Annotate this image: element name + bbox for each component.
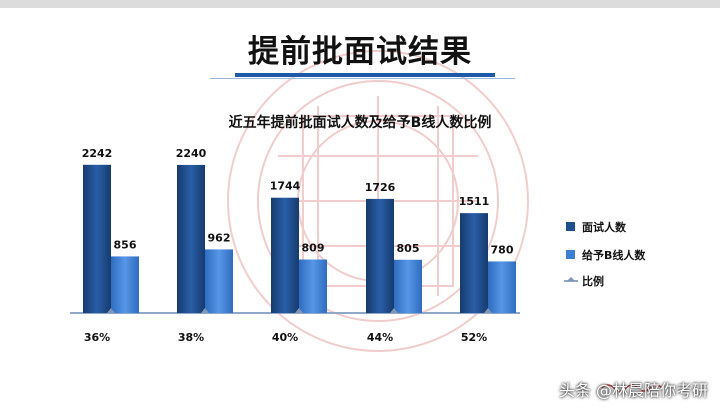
- ratio-marker: [201, 308, 209, 313]
- bar-interview-count: [177, 164, 205, 313]
- ratio-marker: [107, 308, 115, 313]
- university-seal-watermark: [227, 50, 529, 352]
- ratio-marker: [484, 308, 492, 313]
- legend-label: 比例: [582, 274, 604, 288]
- data-label-b-line: 780: [491, 243, 514, 256]
- data-label-b-line: 805: [397, 242, 420, 255]
- watermark-text: 头条 @林晨陪你考研: [558, 381, 708, 400]
- title-underline: [235, 73, 495, 77]
- bar-b-line-count: [394, 259, 422, 313]
- data-label-interview: 2242: [82, 147, 113, 160]
- bar-interview-count: [366, 198, 394, 313]
- legend-swatch-b-line: [566, 250, 575, 259]
- legend-swatch-interview: [566, 222, 575, 231]
- bar-b-line-count: [111, 256, 139, 313]
- data-label-interview: 1726: [365, 181, 396, 194]
- data-label-b-line: 962: [208, 231, 231, 244]
- title-underline-thin: [210, 78, 515, 79]
- bar-b-line-count: [488, 261, 516, 313]
- bar-b-line-count: [205, 249, 233, 313]
- bar-interview-count: [271, 197, 299, 313]
- ratio-label: 36%: [84, 331, 110, 344]
- data-label-b-line: 809: [302, 242, 325, 255]
- ratio-marker: [295, 308, 303, 313]
- ratio-marker: [390, 308, 398, 313]
- legend-label: 给予B线人数: [582, 248, 646, 262]
- data-label-interview: 1511: [459, 195, 490, 208]
- brand-logo: [601, 384, 663, 392]
- ratio-label: 38%: [178, 331, 204, 344]
- ratio-label: 52%: [461, 331, 487, 344]
- legend-label: 面试人数: [582, 220, 627, 234]
- ratio-label: 40%: [272, 331, 298, 344]
- data-label-b-line: 856: [114, 238, 137, 251]
- chart-title: 近五年提前批面试人数及给予B线人数比例: [229, 114, 492, 131]
- data-label-interview: 2240: [176, 147, 207, 160]
- bar-interview-count: [83, 164, 111, 313]
- top-frame-bar: [0, 0, 720, 8]
- bar-interview-count: [460, 213, 488, 313]
- data-label-interview: 1744: [270, 180, 301, 193]
- page-title: 提前批面试结果: [248, 34, 472, 70]
- legend-ratio-marker: [567, 277, 575, 281]
- ratio-label: 44%: [367, 331, 393, 344]
- bar-b-line-count: [299, 259, 327, 313]
